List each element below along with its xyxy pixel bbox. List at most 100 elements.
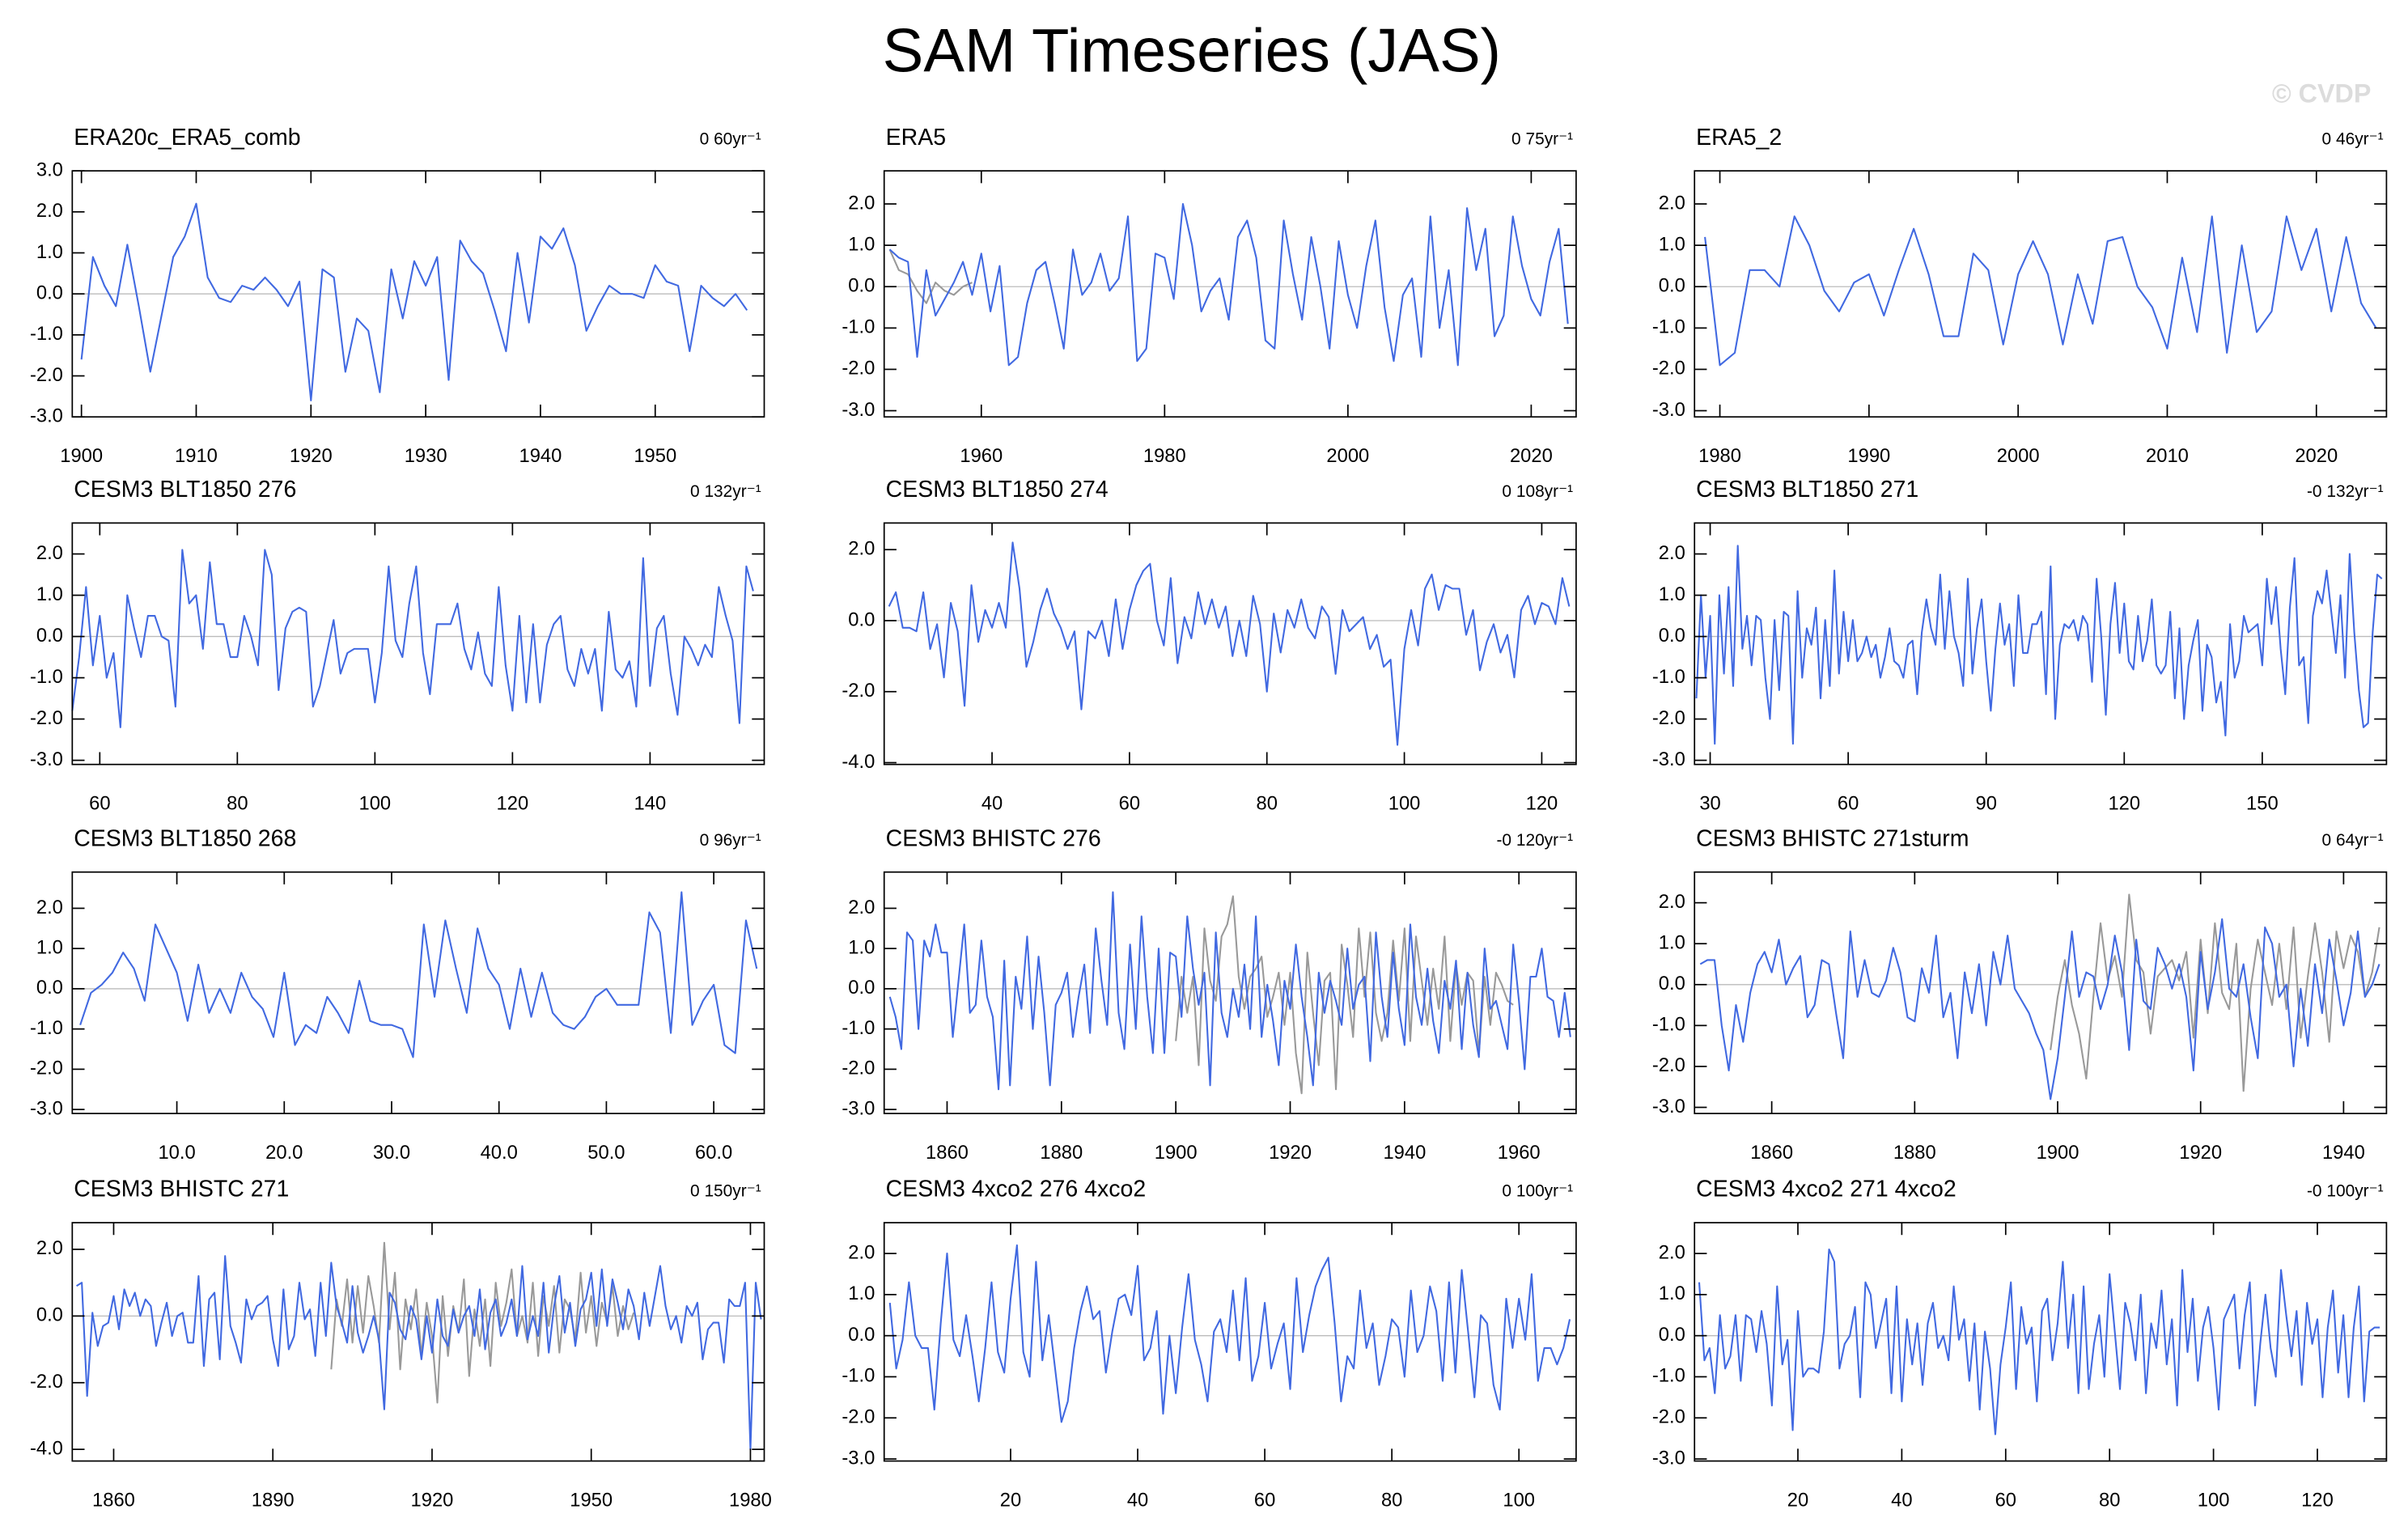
trend-label: 0 60yr⁻¹ (700, 130, 761, 149)
y-tick-label: -2.0 (30, 1371, 63, 1393)
x-tick-label: 10.0 (158, 1142, 195, 1164)
x-tick-label: 1980 (729, 1489, 772, 1511)
x-tick-label: 1900 (60, 445, 103, 467)
panel-title: CESM3 BHISTC 271 (74, 1177, 289, 1202)
trend-label: 0 96yr⁻¹ (700, 831, 761, 850)
x-tick-label: 50.0 (587, 1142, 625, 1164)
trend-label: -0 132yr⁻¹ (2307, 482, 2384, 501)
y-tick-label: 0.0 (36, 977, 63, 999)
x-tick-label: 1960 (960, 445, 1003, 467)
y-tick-label: 1.0 (36, 583, 63, 605)
y-tick-label: 1.0 (848, 936, 875, 958)
x-tick-label: 80 (1257, 792, 1278, 814)
y-tick-label: 2.0 (848, 1241, 875, 1263)
x-tick-label: 1930 (405, 445, 447, 467)
x-tick-label: 2010 (2146, 445, 2189, 467)
x-tick-label: 1860 (1750, 1142, 1793, 1164)
x-tick-label: 120 (497, 792, 529, 814)
y-tick-label: -3.0 (842, 1447, 875, 1469)
x-tick-label: 1890 (252, 1489, 295, 1511)
panel-title: CESM3 BHISTC 276 (886, 825, 1101, 851)
x-tick-label: 20 (1787, 1489, 1808, 1511)
plot-frame (1694, 170, 2388, 418)
series-line (1699, 918, 2380, 1100)
series-line (71, 549, 754, 728)
y-tick-label: -2.0 (842, 680, 875, 702)
x-tick-label: 1940 (2322, 1142, 2365, 1164)
x-tick-label: 120 (2108, 792, 2140, 814)
plot-frame (883, 522, 1577, 765)
x-tick-label: 1940 (519, 445, 562, 467)
plot-frame (71, 522, 765, 765)
x-tick-label: 100 (1503, 1489, 1535, 1511)
y-tick-label: -1.0 (1652, 1014, 1685, 1036)
plot-frame (1694, 1222, 2388, 1462)
y-tick-label: 0.0 (848, 1324, 875, 1346)
trend-label: 0 64yr⁻¹ (2322, 831, 2384, 850)
y-tick-label: 0.0 (36, 1304, 63, 1326)
x-tick-label: 1900 (1155, 1142, 1198, 1164)
trend-label: -0 120yr⁻¹ (1496, 831, 1573, 850)
y-tick-label: 2.0 (848, 897, 875, 918)
series-line (2050, 893, 2380, 1092)
y-tick-label: 2.0 (1659, 192, 1685, 214)
y-tick-label: 2.0 (1659, 542, 1685, 564)
y-tick-label: 2.0 (848, 192, 875, 214)
x-tick-label: 2000 (1997, 445, 2040, 467)
x-tick-label: 1960 (1498, 1142, 1541, 1164)
y-tick-label: -3.0 (30, 1097, 63, 1119)
y-tick-label: 0.0 (36, 282, 63, 303)
panel-title: CESM3 BLT1850 274 (886, 477, 1109, 502)
y-tick-label: -4.0 (842, 751, 875, 773)
series-line (888, 202, 1569, 367)
x-tick-label: 2020 (1510, 445, 1553, 467)
plot-frame (883, 170, 1577, 418)
y-tick-label: 2.0 (36, 542, 63, 564)
watermark: © CVDP (2272, 79, 2372, 108)
x-tick-label: 1860 (926, 1142, 969, 1164)
y-tick-label: -1.0 (1652, 1365, 1685, 1387)
y-tick-label: 2.0 (1659, 891, 1685, 913)
panel-title: ERA5_2 (1696, 125, 1782, 151)
panel-title: CESM3 4xco2 276 4xco2 (886, 1177, 1147, 1202)
x-tick-label: 100 (1388, 792, 1421, 814)
y-tick-label: -3.0 (1652, 399, 1685, 421)
y-tick-label: 2.0 (36, 897, 63, 918)
x-tick-label: 1950 (570, 1489, 613, 1511)
panel-title: CESM3 BHISTC 271sturm (1696, 825, 1969, 851)
y-tick-label: -3.0 (30, 748, 63, 770)
x-tick-label: 1900 (2037, 1142, 2079, 1164)
x-tick-label: 60 (1838, 792, 1859, 814)
trend-label: -0 100yr⁻¹ (2307, 1182, 2384, 1201)
y-tick-label: 1.0 (1659, 1283, 1685, 1304)
panel-title: CESM3 4xco2 271 4xco2 (1696, 1177, 1956, 1202)
series-line (1698, 1248, 2380, 1435)
x-tick-label: 1990 (1847, 445, 1890, 467)
x-tick-label: 80 (1381, 1489, 1402, 1511)
x-tick-label: 1940 (1383, 1142, 1426, 1164)
y-tick-label: -2.0 (1652, 707, 1685, 729)
series-line (888, 891, 1571, 1091)
y-tick-label: 1.0 (1659, 583, 1685, 605)
series-line (1695, 545, 2383, 745)
y-tick-label: 1.0 (1659, 233, 1685, 255)
x-tick-label: 60 (1119, 792, 1140, 814)
trend-label: 0 75yr⁻¹ (1511, 130, 1573, 149)
y-tick-label: 1.0 (36, 241, 63, 263)
y-tick-label: 1.0 (848, 1283, 875, 1304)
x-tick-label: 1860 (92, 1489, 135, 1511)
plot-frame (883, 871, 1577, 1114)
y-tick-label: -2.0 (842, 1058, 875, 1079)
y-tick-label: -4.0 (30, 1437, 63, 1459)
y-tick-label: 1.0 (36, 936, 63, 958)
y-tick-label: -2.0 (842, 358, 875, 380)
x-tick-label: 120 (1526, 792, 1558, 814)
x-tick-label: 1980 (1143, 445, 1186, 467)
trend-label: 0 46yr⁻¹ (2322, 130, 2384, 149)
y-tick-label: -1.0 (30, 1017, 63, 1039)
plot-frame (71, 871, 765, 1114)
y-tick-label: -2.0 (30, 707, 63, 729)
y-tick-label: 1.0 (848, 233, 875, 255)
x-tick-label: 2020 (2295, 445, 2338, 467)
